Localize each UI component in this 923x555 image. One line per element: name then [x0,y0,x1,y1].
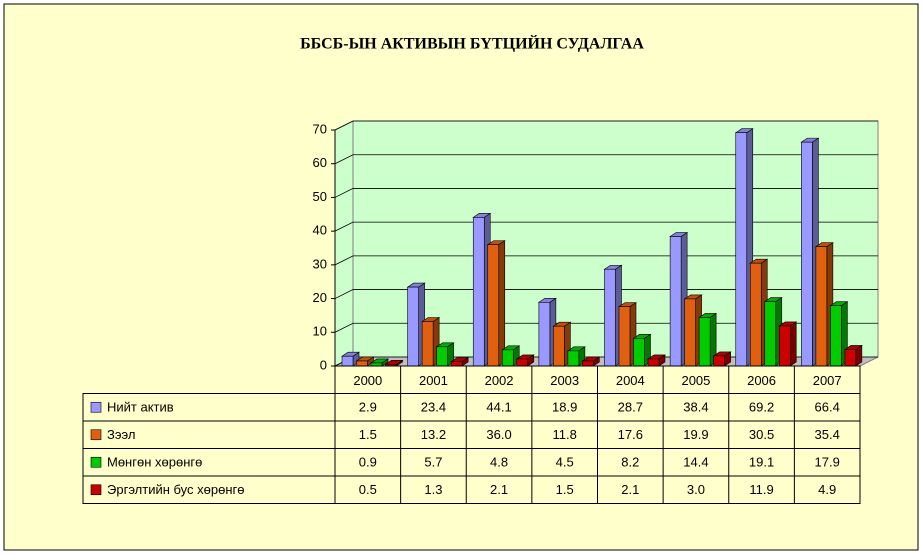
grid-line [334,255,878,266]
bar [538,301,551,367]
table-value: 28.7 [618,400,643,415]
table-value: 18.9 [552,400,577,415]
table-value: 1.3 [424,482,442,497]
bar [844,349,857,367]
x-tick-label: 2007 [813,373,842,388]
table-value: 69.2 [749,400,774,415]
x-tick-label: 2000 [353,373,382,388]
table-value: 44.1 [486,400,511,415]
bar [436,346,448,367]
bar [516,358,529,367]
y-tick-label: 70 [313,121,327,136]
bar [604,268,616,367]
bar [341,355,354,367]
legend-label: Зээл [107,427,135,442]
y-tick-label: 30 [313,256,327,271]
table-value: 2.9 [359,400,377,415]
table-value: 36.0 [486,427,511,442]
bar [713,355,725,367]
x-tick-label: 2006 [747,373,776,388]
legend-label: Эргэлтийн бус хөрөнгө [107,482,244,497]
chart-title: ББСБ-ЫН АКТИВЫН БҮТЦИЙН СУДАЛГАА [300,34,644,53]
bar [735,132,748,367]
table-value: 30.5 [749,427,774,442]
table-value: 8.2 [621,455,639,470]
y-tick-label: 60 [313,155,327,170]
table-value: 17.9 [815,455,840,470]
bar [764,301,777,367]
grid-line [334,188,878,198]
y-tick-label: 20 [313,290,327,305]
table-value: 23.4 [421,400,446,415]
bar [815,246,828,367]
bar [801,141,813,367]
table-value: 17.6 [618,427,643,442]
bar [450,361,463,367]
table-value: 13.2 [421,427,446,442]
bar [356,360,368,367]
bar [684,298,696,367]
x-tick-label: 2004 [616,373,645,388]
legend-label: Мөнгөн хөрөнгө [107,455,202,470]
grid-line [334,289,878,299]
bar [501,349,514,367]
bar [633,338,645,367]
bar-side [498,240,506,367]
bar [472,217,485,367]
table-value: 14.4 [683,455,708,470]
y-tick-label: 40 [313,223,327,238]
x-tick-label: 2005 [681,373,710,388]
bar [487,244,500,367]
bar [647,358,660,367]
table-value: 0.9 [359,455,377,470]
data-table: 2000 2001 2002 2003 2004 2005 2006 2007 Нийт акт… [82,365,861,504]
bar [698,317,711,367]
table-value: 4.8 [490,455,508,470]
bar [778,325,791,367]
x-tick-label: 2003 [550,373,579,388]
grid-line [334,154,878,165]
bar [749,262,762,367]
x-tick-label: 2001 [419,373,448,388]
table-value: 1.5 [359,427,377,442]
x-tick-label: 2002 [485,373,514,388]
legend-key [90,456,102,468]
y-tick-label: 50 [313,189,327,204]
side-wall [334,120,354,367]
bar [407,286,419,367]
table-value: 2.1 [490,482,508,497]
bar [669,236,682,367]
y-tick-label: 0 [320,357,327,372]
table-value: 0.5 [359,482,377,497]
bar-side [789,321,797,367]
table-value: 11.8 [553,427,577,442]
grid-line [334,221,878,232]
y-tick-label: 10 [313,324,327,339]
table-value: 4.5 [556,455,574,470]
table-value: 3.0 [687,482,705,497]
table-value: 11.9 [749,482,773,497]
table-value: 66.4 [815,400,840,415]
bar [830,305,842,367]
table-value: 5.7 [424,455,442,470]
bar [618,306,631,367]
table-value: 19.9 [683,427,708,442]
bar [421,321,434,367]
table-value: 35.4 [815,427,840,442]
table-value: 19.1 [749,455,774,470]
legend-key [90,484,102,496]
legend-label: Нийт актив [107,400,174,415]
grid-line [334,120,878,131]
legend-key [90,401,102,413]
table-value: 4.9 [818,482,836,497]
bar [553,325,565,367]
table-value: 1.5 [556,482,574,497]
legend-key [90,429,102,441]
bar [582,360,594,367]
table-value: 38.4 [683,400,708,415]
bar [567,350,580,367]
table-value: 2.1 [621,482,639,497]
